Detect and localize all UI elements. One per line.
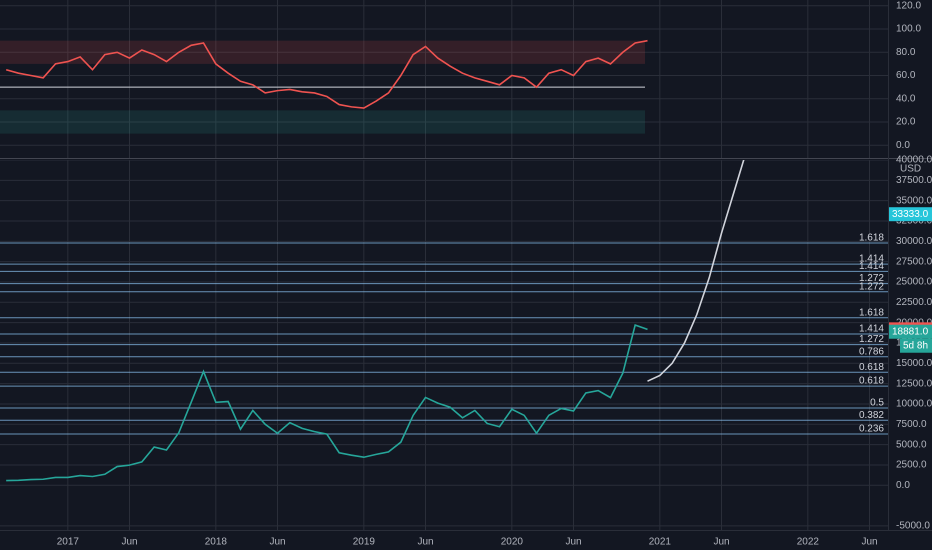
price-badge: [889, 324, 932, 339]
y-tick-label: 120.0: [896, 0, 921, 11]
x-tick-label: Jun: [861, 537, 877, 548]
y-tick-label: 7500.0: [896, 419, 927, 430]
y-tick-label: 30000.0: [896, 236, 932, 247]
y-tick-label: 25000.0: [896, 277, 932, 288]
oscillator-band: [0, 40, 645, 64]
countdown-label: 5d 8h: [903, 340, 928, 351]
x-tick-label: 2020: [501, 537, 524, 548]
price-badge-label: 18881.0: [892, 326, 929, 337]
fib-level-label: 1.272: [859, 281, 884, 292]
fib-level-label: 0.5: [870, 398, 884, 409]
y-tick-label: 22500.0: [896, 297, 932, 308]
series-line: [6, 324, 648, 482]
y-tick-label: 35000.0: [896, 195, 932, 206]
y-tick-label: 80.0: [896, 47, 916, 58]
fib-level-label: 1.414: [859, 324, 884, 335]
fib-level-label: 1.618: [859, 307, 884, 318]
fib-level-label: 1.618: [859, 233, 884, 244]
oscillator-pane: [0, 0, 888, 158]
y-tick-label: 40000.0: [896, 155, 932, 166]
y-tick-label: 20.0: [896, 117, 916, 128]
x-tick-label: 2017: [57, 537, 80, 548]
x-tick-label: Jun: [565, 537, 581, 548]
x-tick-label: Jun: [713, 537, 729, 548]
main-pane: [0, 160, 888, 530]
fib-level-label: 1.272: [859, 273, 884, 284]
fib-level-label: 1.414: [859, 254, 884, 265]
y-tick-label: 0.0: [896, 480, 910, 491]
y-tick-label: 27500.0: [896, 256, 932, 267]
fib-level-label: 0.382: [859, 410, 884, 421]
series-line: [647, 160, 745, 382]
x-tick-label: 2021: [649, 537, 672, 548]
y-tick-label: 2500.0: [896, 460, 927, 471]
fib-level-label: 0.618: [859, 362, 884, 373]
y-tick-label: -5000.0: [896, 521, 930, 532]
y-tick-label: 10000.0: [896, 399, 932, 410]
y-tick-label: 12500.0: [896, 378, 932, 389]
fib-level-label: 0.236: [859, 424, 884, 435]
price-badge-label: 33333.0: [892, 209, 929, 220]
oscillator-band: [0, 110, 645, 134]
countdown-badge: [900, 338, 932, 353]
y-tick-label: 60.0: [896, 70, 916, 81]
x-tick-label: 2019: [353, 537, 376, 548]
x-tick-label: Jun: [417, 537, 433, 548]
fib-level-label: 1.272: [859, 334, 884, 345]
axes: 2017 Jun 2018 Jun 2019 Jun 2020 Jun 2021 Jun 2022 J…: [57, 0, 932, 548]
y-tick-label: 40.0: [896, 93, 916, 104]
fib-level-label: 0.618: [859, 376, 884, 387]
y-tick-label: 100.0: [896, 24, 921, 35]
y-tick-label: 15000.0: [896, 358, 932, 369]
series-line: [5, 39, 648, 109]
price-badge: [889, 207, 932, 222]
fib-level-label: 1.414: [859, 261, 884, 272]
axis-unit: USD: [900, 164, 921, 175]
x-tick-label: Jun: [121, 537, 137, 548]
x-tick-label: Jun: [269, 537, 285, 548]
y-tick-label: 5000.0: [896, 439, 927, 450]
y-tick-label: 0.0: [896, 140, 910, 151]
y-tick-label: 37500.0: [896, 175, 932, 186]
x-tick-label: 2018: [205, 537, 228, 548]
fib-level-label: 0.786: [859, 346, 884, 357]
x-tick-label: 2022: [797, 537, 820, 548]
